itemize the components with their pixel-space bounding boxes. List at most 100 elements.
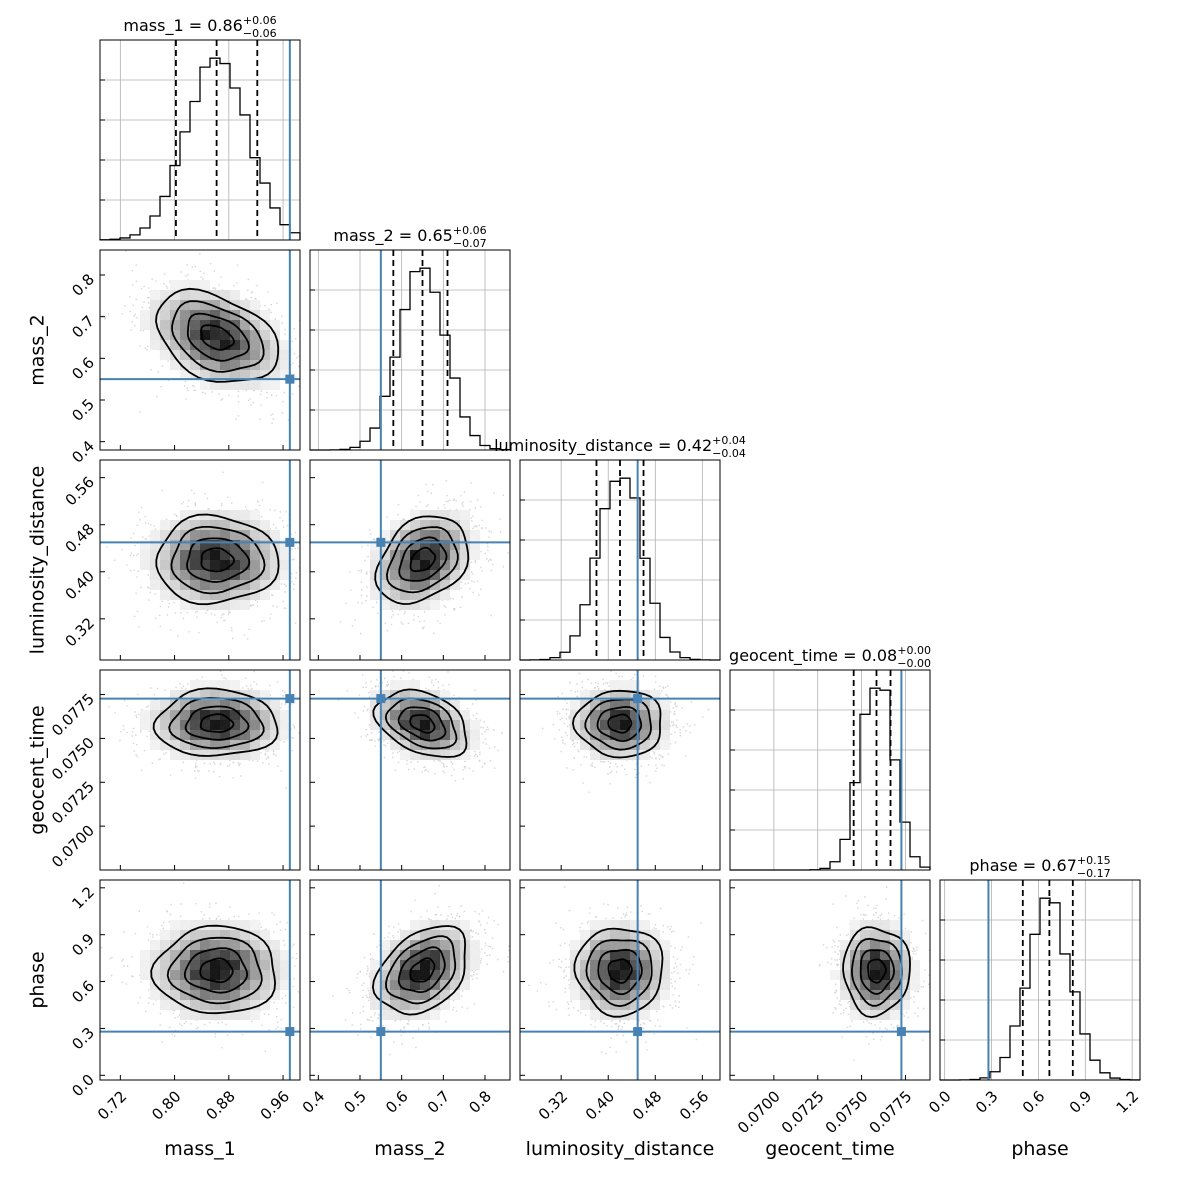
xtick-luminosity_distance-1: 0.40 — [582, 1087, 618, 1123]
ytick-mass_2-1: 0.5 — [68, 395, 98, 425]
contour-1 — [199, 713, 235, 733]
summary-title-phase: phase = 0.67+0.15 −0.17 — [969, 854, 1110, 880]
summary-title-mass_2: mass_2 = 0.65+0.06 −0.07 — [333, 224, 486, 250]
xlabel-mass_2: mass_2 — [374, 1138, 446, 1160]
xtick-luminosity_distance-2: 0.48 — [629, 1087, 665, 1123]
xtick-mass_1-1: 0.80 — [148, 1087, 184, 1123]
ytick-luminosity_distance-3: 0.56 — [62, 473, 98, 509]
xtick-geocent_time-3: 0.0775 — [866, 1087, 916, 1137]
contour-4 — [372, 688, 468, 758]
summary-title-luminosity_distance: luminosity_distance = 0.42+0.04 −0.04 — [494, 434, 746, 460]
xtick-mass_2-3: 0.7 — [424, 1087, 454, 1117]
contour-3 — [850, 937, 903, 1007]
truth-marker — [376, 1027, 386, 1037]
contour-1 — [607, 958, 633, 984]
ytick-luminosity_distance-0: 0.32 — [62, 614, 98, 650]
xtick-geocent_time-0: 0.0700 — [734, 1087, 784, 1137]
panel-phase-phase: phase = 0.67+0.15 −0.17 — [939, 854, 1141, 1081]
contour-2 — [397, 946, 446, 994]
xlabel-phase: phase — [1011, 1138, 1068, 1160]
panel-frame — [99, 669, 301, 871]
xtick-phase-1: 0.3 — [972, 1087, 1002, 1117]
xtick-mass_1-3: 0.96 — [257, 1087, 293, 1123]
density-luminosity_distance-geocent_time — [570, 680, 670, 760]
xtick-phase-0: 0.0 — [925, 1087, 955, 1117]
contour-1 — [867, 958, 887, 984]
xtick-mass_2-0: 0.4 — [299, 1087, 329, 1117]
panel-frame — [729, 879, 931, 1081]
xtick-geocent_time-2: 0.0750 — [822, 1087, 872, 1137]
xtick-mass_1-2: 0.88 — [202, 1087, 238, 1123]
contour-2 — [398, 536, 448, 582]
ytick-phase-1: 0.3 — [68, 1024, 98, 1054]
contour-1 — [409, 714, 436, 734]
contour-2 — [397, 706, 447, 742]
panel-frame — [99, 879, 301, 1081]
contour-1 — [607, 713, 633, 734]
ytick-geocent_time-2: 0.0750 — [48, 734, 98, 784]
contour-4 — [371, 925, 467, 1016]
density-luminosity_distance-phase — [570, 920, 670, 1020]
ytick-geocent_time-3: 0.0775 — [48, 690, 98, 740]
truth-marker — [633, 1027, 643, 1037]
histogram-mass_2 — [309, 267, 511, 451]
contour-4 — [842, 926, 911, 1019]
truth-marker — [376, 537, 386, 547]
panel-mass_2-mass_2: mass_2 = 0.65+0.06 −0.07 — [309, 224, 511, 451]
xlabel-mass_1: mass_1 — [164, 1138, 236, 1160]
xtick-mass_2-1: 0.5 — [340, 1087, 370, 1117]
contour-4 — [573, 927, 664, 1018]
contour-2 — [186, 312, 250, 362]
contour-3 — [385, 526, 459, 594]
panel-mass_1-geocent_time — [99, 669, 301, 871]
truth-marker — [376, 694, 386, 704]
panel-luminosity_distance-phase — [519, 879, 721, 1081]
xtick-mass_1-0: 0.72 — [94, 1087, 130, 1123]
xtick-mass_2-4: 0.8 — [465, 1087, 495, 1117]
panel-frame — [519, 669, 721, 871]
xtick-geocent_time-1: 0.0725 — [778, 1087, 828, 1137]
ytick-mass_2-0: 0.4 — [68, 437, 98, 467]
ytick-geocent_time-1: 0.0725 — [48, 778, 98, 828]
contour-3 — [170, 526, 266, 595]
ytick-mass_2-2: 0.6 — [68, 354, 98, 384]
contour-4 — [150, 924, 277, 1015]
ytick-phase-3: 0.9 — [68, 930, 98, 960]
ylabel-phase: phase — [27, 951, 49, 1008]
xtick-phase-2: 0.6 — [1019, 1087, 1049, 1117]
truth-marker — [285, 374, 295, 384]
ytick-mass_2-3: 0.7 — [68, 312, 98, 342]
panel-mass_1-mass_1: mass_1 = 0.86+0.06 −0.06 — [99, 14, 301, 241]
panel-luminosity_distance-luminosity_distance: luminosity_distance = 0.42+0.04 −0.04 — [494, 434, 746, 661]
truth-marker — [896, 1027, 906, 1037]
xtick-mass_2-2: 0.6 — [382, 1087, 412, 1117]
ylabel-luminosity_distance: luminosity_distance — [27, 466, 49, 655]
xtick-luminosity_distance-0: 0.32 — [535, 1087, 571, 1123]
panel-frame — [99, 459, 301, 661]
ylabel-geocent_time: geocent_time — [27, 705, 49, 834]
contour-4 — [155, 513, 280, 606]
contour-3 — [166, 936, 263, 1005]
contour-3 — [171, 300, 265, 373]
truth-marker — [285, 537, 295, 547]
xlabel-luminosity_distance: luminosity_distance — [526, 1138, 715, 1160]
panel-mass_1-phase — [99, 879, 301, 1081]
panel-frame — [309, 879, 511, 1081]
contour-1 — [200, 547, 236, 573]
contour-3 — [168, 696, 265, 750]
panel-frame — [309, 459, 511, 661]
xlabel-geocent_time: geocent_time — [765, 1138, 894, 1160]
truth-marker — [633, 694, 643, 704]
panel-mass_2-geocent_time — [309, 669, 511, 871]
ytick-phase-4: 1.2 — [68, 883, 98, 913]
truth-marker — [285, 694, 295, 704]
contour-2 — [597, 948, 643, 996]
xtick-luminosity_distance-3: 0.56 — [676, 1087, 712, 1123]
contour-2 — [859, 949, 895, 995]
summary-title-mass_1: mass_1 = 0.86+0.06 −0.06 — [123, 14, 276, 40]
ylabel-mass_2: mass_2 — [27, 314, 49, 386]
contour-4 — [152, 687, 279, 757]
xtick-phase-4: 1.2 — [1113, 1087, 1143, 1117]
truth-marker — [285, 1027, 295, 1037]
